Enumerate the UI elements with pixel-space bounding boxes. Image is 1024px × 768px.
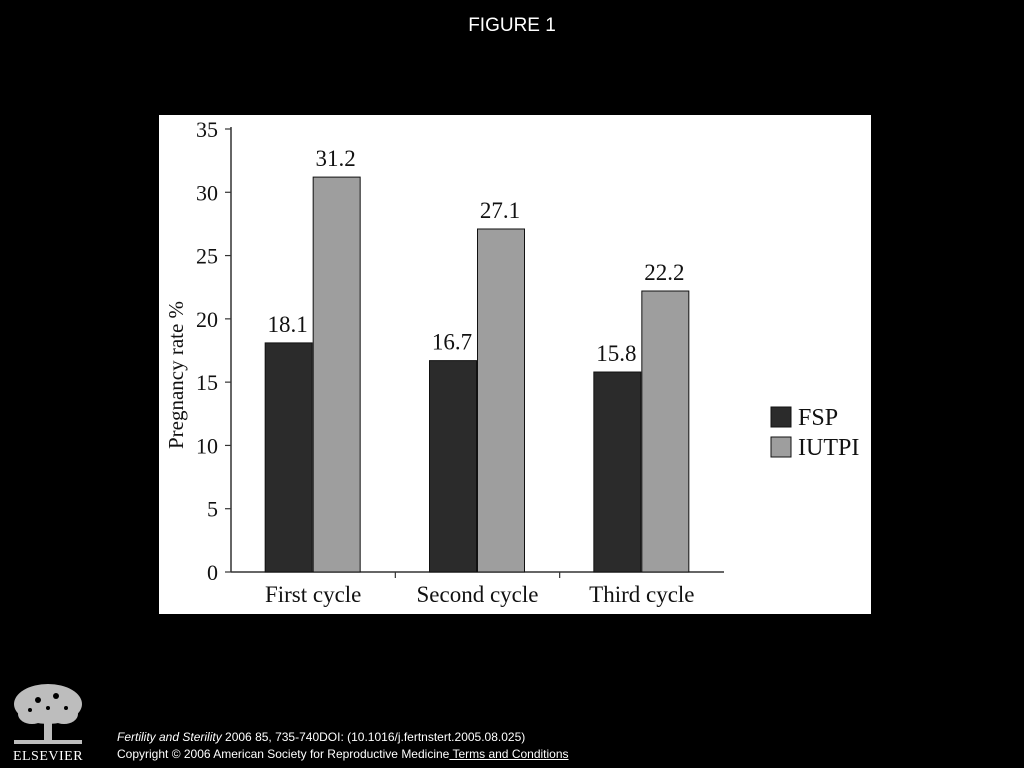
bar-fsp xyxy=(593,371,642,573)
legend-swatch-fsp xyxy=(770,406,792,428)
data-label: 27.1 xyxy=(480,198,520,223)
data-label: 18.1 xyxy=(268,312,308,337)
y-tick-label: 15 xyxy=(196,370,218,395)
y-tick-label: 5 xyxy=(207,497,218,522)
data-label: 31.2 xyxy=(316,146,356,171)
data-label: 16.7 xyxy=(432,330,472,355)
y-tick-label: 35 xyxy=(196,117,218,142)
x-tick-label: First cycle xyxy=(265,582,361,607)
legend-label: FSP xyxy=(798,405,838,431)
bar-fsp xyxy=(264,342,313,573)
data-label: 15.8 xyxy=(596,341,636,366)
citation: Fertility and Sterility 2006 85, 735-740… xyxy=(117,729,569,763)
chart-panel: Pregnancy rate % 0 5 10 15 20 25 30 35 18.1 31.2 F… xyxy=(159,115,871,614)
bar-iutpi xyxy=(641,290,690,573)
legend-label: IUTPI xyxy=(798,435,859,461)
citation-line-2: Copyright © 2006 American Society for Re… xyxy=(117,746,569,763)
bar-iutpi xyxy=(477,228,525,573)
y-tick-label: 30 xyxy=(196,180,218,205)
citation-line-1: Fertility and Sterility 2006 85, 735-740… xyxy=(117,729,569,746)
y-tick-label: 25 xyxy=(196,244,218,269)
citation-reference: 2006 85, 735-740DOI: (10.1016/j.fertnste… xyxy=(221,730,526,744)
journal-name: Fertility and Sterility xyxy=(117,730,222,744)
bar-chart: Pregnancy rate % 0 5 10 15 20 25 30 35 18.1 31.2 F… xyxy=(164,117,859,607)
legend-swatch-iutpi xyxy=(770,436,792,458)
y-tick-label: 10 xyxy=(196,433,218,458)
x-tick-label: Third cycle xyxy=(589,582,694,607)
copyright-text: Copyright © 2006 American Society for Re… xyxy=(117,747,450,761)
terms-and-conditions-link[interactable]: Terms and Conditions xyxy=(449,747,569,761)
x-tick-label: Second cycle xyxy=(417,582,539,607)
bar-iutpi xyxy=(312,176,361,573)
y-axis-label: Pregnancy rate % xyxy=(164,301,188,449)
data-label: 22.2 xyxy=(644,260,684,285)
y-tick-label: 0 xyxy=(207,560,218,585)
elsevier-logo: ELSEVIER xyxy=(8,680,88,764)
slide-title: FIGURE 1 xyxy=(468,15,556,36)
elsevier-logo-text: ELSEVIER xyxy=(13,749,83,764)
bar-fsp xyxy=(429,360,477,573)
y-tick-label: 20 xyxy=(196,307,218,332)
